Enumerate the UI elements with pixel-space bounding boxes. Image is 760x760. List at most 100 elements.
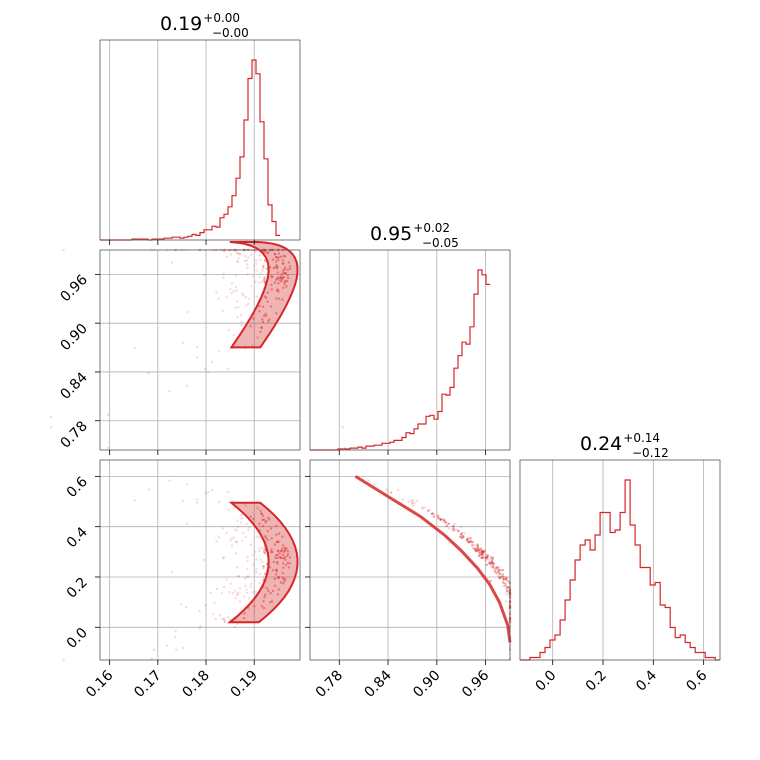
scatter-point: [266, 251, 269, 254]
scatter-point: [476, 546, 480, 550]
scatter-point: [252, 563, 255, 566]
scatter-point: [262, 600, 265, 603]
scatter-point: [244, 584, 247, 588]
scatter-point: [266, 529, 269, 533]
x-tick-label: 0.0: [532, 668, 559, 695]
scatter-point: [240, 320, 243, 324]
scatter-point: [220, 592, 223, 595]
scatter-point: [280, 549, 283, 553]
scatter-point: [451, 525, 454, 528]
scatter-point: [256, 336, 259, 339]
scatter-point: [244, 535, 247, 539]
y-tick-label: 0.4: [64, 524, 91, 551]
scatter-point: [273, 281, 277, 284]
scatter-point: [213, 601, 216, 605]
scatter-point: [245, 304, 248, 307]
scatter-point: [185, 605, 188, 609]
scatter-point: [460, 526, 463, 529]
scatter-point: [202, 273, 206, 277]
scatter-point: [282, 271, 285, 275]
scatter-point: [133, 346, 136, 349]
scatter-point: [477, 554, 481, 558]
scatter-point: [460, 532, 463, 535]
scatter-point: [281, 562, 285, 565]
scatter-point: [485, 556, 489, 559]
scatter-point: [240, 324, 243, 327]
scatter-point: [446, 522, 450, 525]
scatter-point: [267, 251, 270, 254]
scatter-point: [261, 564, 265, 568]
scatter-point: [485, 563, 488, 567]
scatter-point: [168, 479, 171, 482]
scatter-point: [281, 259, 284, 262]
scatter-point: [471, 544, 474, 547]
scatter-point: [483, 549, 486, 553]
scatter-point: [481, 550, 485, 554]
scatter-point: [480, 549, 484, 553]
scatter-point: [260, 546, 264, 550]
scatter-point: [472, 547, 475, 550]
scatter-point: [287, 261, 290, 264]
scatter-point: [478, 552, 481, 555]
scatter-point: [261, 305, 265, 308]
title-p1-median: 0.95: [370, 223, 412, 245]
scatter-point: [207, 491, 210, 494]
scatter-point: [237, 575, 240, 578]
scatter-point: [437, 516, 440, 519]
scatter-point: [223, 620, 226, 624]
scatter-point: [222, 250, 226, 253]
scatter-point: [251, 591, 255, 594]
scatter-point: [385, 488, 388, 491]
scatter-point: [277, 256, 280, 259]
scatter-point: [282, 582, 285, 585]
scatter-point: [469, 539, 472, 542]
scatter-point: [233, 625, 237, 629]
scatter-point: [286, 554, 289, 558]
scatter-point: [280, 280, 283, 283]
scatter-point: [234, 540, 238, 543]
contour-p0-p1: [229, 241, 299, 349]
scatter-point: [277, 290, 280, 293]
scatter-point: [494, 567, 497, 571]
scatter-point: [477, 546, 480, 550]
scatter-point: [209, 591, 212, 595]
scatter-point: [281, 298, 284, 301]
scatter-point: [239, 314, 243, 317]
scatter-point: [256, 506, 259, 509]
scatter-point: [264, 552, 267, 555]
scatter-point: [507, 580, 510, 583]
panel-frame: [309, 249, 511, 451]
title-p2-plus: +0.14: [623, 431, 660, 445]
scatter-point: [479, 547, 483, 550]
scatter-point: [275, 256, 278, 259]
scatter-point: [228, 591, 231, 594]
scatter-point: [502, 578, 505, 581]
scatter-point: [196, 345, 199, 349]
scatter-point: [240, 513, 243, 517]
scatter-point: [222, 555, 225, 559]
scatter-point: [255, 571, 258, 574]
scatter-point: [499, 572, 502, 576]
scatter-point: [253, 605, 256, 608]
x-tick-label: 0.17: [131, 668, 164, 701]
scatter-point: [264, 521, 267, 524]
scatter-point: [258, 522, 261, 525]
scatter-point: [247, 302, 250, 305]
scatter-point: [244, 504, 247, 507]
scatter-point: [281, 269, 285, 272]
scatter-point: [234, 552, 238, 555]
scatter-point: [282, 254, 285, 258]
scatter-point: [461, 536, 464, 540]
scatter-point: [460, 536, 463, 539]
scatter-point: [506, 587, 509, 590]
scatter-point: [221, 527, 225, 530]
scatter-point: [260, 280, 264, 283]
scatter-point: [263, 280, 267, 284]
scatter-point: [261, 269, 264, 272]
scatter-point: [263, 518, 266, 521]
scatter-point: [255, 568, 258, 571]
scatter-point: [266, 538, 269, 541]
scatter-point: [415, 499, 419, 502]
scatter-point: [235, 593, 238, 597]
scatter-point: [282, 286, 285, 289]
